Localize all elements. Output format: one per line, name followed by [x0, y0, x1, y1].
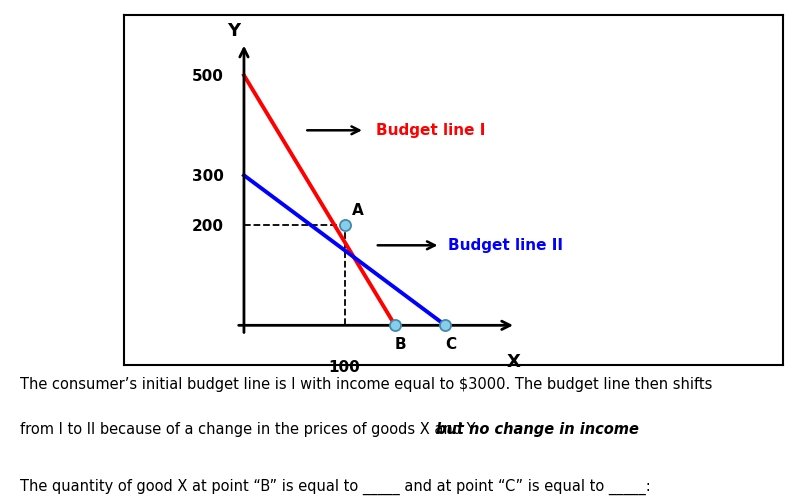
Text: from I to II because of a change in the prices of goods X and Y: from I to II because of a change in the …: [20, 422, 480, 437]
Text: .: .: [579, 422, 583, 437]
Text: Budget line II: Budget line II: [448, 238, 563, 253]
Text: A: A: [351, 203, 363, 218]
Text: B: B: [394, 337, 405, 352]
Text: Y: Y: [227, 22, 240, 40]
Text: but no change in income: but no change in income: [436, 422, 638, 437]
Text: Budget line I: Budget line I: [375, 123, 484, 138]
Text: The consumer’s initial budget line is I with income equal to $3000. The budget l: The consumer’s initial budget line is I …: [20, 377, 711, 392]
Text: C: C: [444, 337, 456, 352]
Text: X: X: [506, 353, 520, 371]
Text: The quantity of good X at point “B” is equal to _____ and at point “C” is equal : The quantity of good X at point “B” is e…: [20, 479, 650, 495]
